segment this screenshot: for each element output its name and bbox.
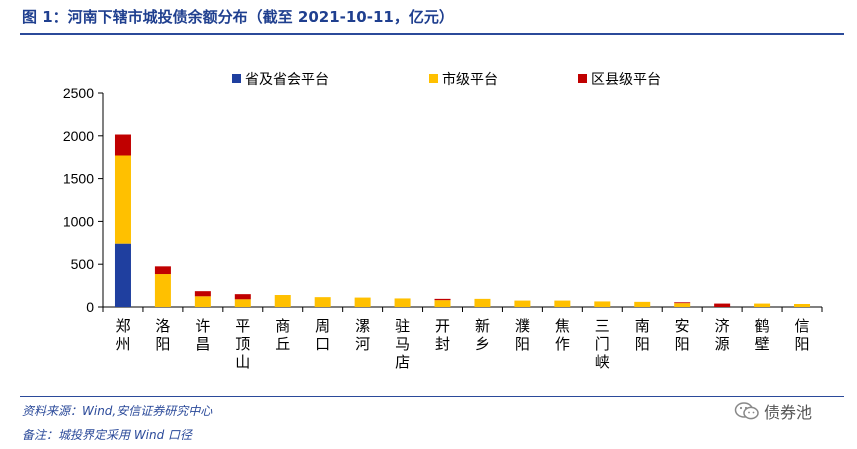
bar-segment: [114, 155, 131, 244]
wechat-icon: [734, 402, 759, 420]
legend-label: 省及省会平台: [245, 72, 329, 88]
footer-divider: [20, 396, 844, 397]
remark-note: 备注：城投界定采用 Wind 口径: [22, 428, 193, 442]
y-tick-label: 0: [86, 299, 94, 315]
category-label: 信阳: [795, 317, 810, 353]
bar-segment: [674, 303, 691, 307]
category-label: 安阳: [675, 317, 690, 353]
bar-segment: [474, 298, 491, 307]
category-label: 驻马店: [395, 317, 410, 371]
chart-legend: 省及省会平台 市级平台 区县级平台: [232, 71, 661, 88]
bar-segment: [154, 274, 171, 307]
bar-segment: [794, 304, 811, 307]
y-tick-label: 1500: [63, 171, 94, 187]
bar-segment: [114, 243, 131, 307]
watermark-text: 债券池: [764, 403, 813, 422]
y-tick-label: 1000: [63, 213, 94, 229]
y-tick-label: 2000: [63, 128, 94, 144]
bar-segment: [354, 297, 371, 307]
bar-segment: [674, 302, 691, 304]
watermark: 债券池: [734, 399, 812, 423]
bar-segment: [394, 298, 411, 307]
category-label: 许昌: [195, 317, 210, 353]
bar-segment: [234, 299, 251, 307]
category-label: 洛阳: [155, 317, 170, 353]
legend-label: 区县级平台: [591, 72, 661, 88]
bar-segment: [514, 300, 531, 307]
bar-segment: [114, 134, 131, 156]
category-label: 三门峡: [595, 317, 610, 371]
y-tick-label: 2500: [63, 85, 94, 101]
bar-chart: 0 500 1000 1500 2000 2500 省及省会平台 市级平台 区县级平台 郑州洛…: [63, 71, 823, 371]
bar-segment: [594, 301, 611, 307]
bar-segment: [434, 300, 451, 307]
source-note: 资料来源：Wind,安信证券研究中心: [22, 404, 213, 418]
bar-segment: [634, 301, 651, 307]
bar-segment: [274, 295, 291, 307]
legend-swatch: [578, 74, 587, 83]
category-label: 商丘: [275, 317, 290, 353]
bar-segment: [194, 291, 211, 297]
bar-segment: [754, 303, 771, 307]
y-tick-label: 500: [71, 256, 95, 272]
bar-segment: [554, 300, 571, 307]
category-label: 周口: [315, 317, 330, 353]
category-label: 平顶山: [235, 317, 250, 371]
bar-segment: [194, 296, 211, 307]
title-divider: [20, 33, 844, 35]
bar-segment: [714, 303, 731, 307]
bar-segment: [434, 298, 451, 301]
category-label: 新乡: [475, 317, 490, 353]
bar-segment: [314, 297, 331, 307]
category-label: 漯河: [355, 317, 370, 353]
category-label: 郑州: [115, 317, 130, 353]
category-label: 南阳: [635, 317, 650, 353]
legend-swatch: [429, 74, 438, 83]
chart-bars: [114, 134, 811, 307]
legend-label: 市级平台: [442, 71, 498, 88]
category-label: 济源: [715, 317, 730, 353]
category-label: 焦作: [555, 317, 570, 353]
bar-segment: [154, 266, 171, 275]
legend-swatch: [232, 74, 241, 83]
bar-segment: [234, 294, 251, 300]
chart-axes: 0 500 1000 1500 2000 2500: [63, 85, 823, 315]
category-label: 开封: [435, 317, 450, 353]
figure-title: 图 1：河南下辖市城投债余额分布（截至 2021-10-11，亿元）: [22, 8, 454, 26]
category-label: 濮阳: [515, 317, 530, 353]
category-label: 鹤壁: [755, 317, 770, 353]
